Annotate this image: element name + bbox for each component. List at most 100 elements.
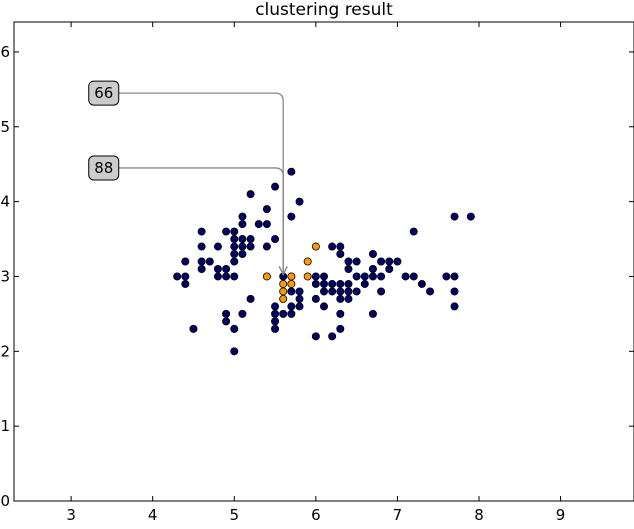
data-point-cluster-a bbox=[197, 264, 206, 273]
data-point-cluster-a bbox=[344, 279, 353, 288]
x-tick-label: 8 bbox=[474, 506, 484, 524]
data-point-cluster-a bbox=[368, 264, 377, 273]
data-point-cluster-a bbox=[222, 272, 231, 281]
data-point-cluster-a bbox=[238, 212, 247, 221]
data-point-cluster-a bbox=[279, 309, 288, 318]
data-point-cluster-a bbox=[377, 287, 386, 296]
data-point-cluster-a bbox=[271, 317, 280, 326]
data-point-cluster-a bbox=[393, 257, 402, 266]
data-point-cluster-a bbox=[319, 272, 328, 281]
data-point-cluster-a bbox=[181, 279, 190, 288]
x-tick-label: 5 bbox=[229, 506, 239, 524]
data-point-cluster-a bbox=[254, 220, 263, 229]
annotation-label: 88 bbox=[94, 159, 113, 177]
data-point-cluster-a bbox=[262, 220, 271, 229]
data-point-cluster-a bbox=[344, 294, 353, 303]
chart-title: clustering result bbox=[255, 0, 393, 20]
data-point-cluster-a bbox=[368, 250, 377, 259]
data-point-cluster-a bbox=[311, 272, 320, 281]
data-point-cluster-a bbox=[262, 205, 271, 214]
data-point-cluster-a bbox=[230, 227, 239, 236]
data-point-cluster-a bbox=[450, 287, 459, 296]
data-point-cluster-a bbox=[311, 332, 320, 341]
data-point-cluster-a bbox=[377, 257, 386, 266]
data-point-cluster-b bbox=[303, 257, 312, 266]
data-point-cluster-a bbox=[450, 272, 459, 281]
data-point-cluster-a bbox=[197, 242, 206, 251]
data-point-cluster-a bbox=[336, 294, 345, 303]
data-point-cluster-a bbox=[352, 272, 361, 281]
y-tick-label: 5 bbox=[0, 118, 10, 136]
data-point-cluster-a bbox=[246, 242, 255, 251]
data-point-cluster-a bbox=[287, 167, 296, 176]
data-point-cluster-a bbox=[295, 197, 304, 206]
y-tick-label: 4 bbox=[0, 193, 10, 211]
x-tick-label: 3 bbox=[66, 506, 76, 524]
data-point-cluster-a bbox=[181, 257, 190, 266]
data-point-cluster-b bbox=[279, 287, 288, 296]
data-point-cluster-a bbox=[230, 272, 239, 281]
data-point-cluster-a bbox=[246, 235, 255, 244]
data-point-cluster-a bbox=[336, 324, 345, 333]
data-point-cluster-a bbox=[311, 279, 320, 288]
data-point-cluster-a bbox=[230, 242, 239, 251]
data-point-cluster-a bbox=[230, 347, 239, 356]
x-tick-label: 9 bbox=[556, 506, 566, 524]
data-point-cluster-a bbox=[173, 272, 182, 281]
data-point-cluster-a bbox=[271, 309, 280, 318]
data-point-cluster-a bbox=[336, 242, 345, 251]
data-point-cluster-a bbox=[287, 212, 296, 221]
data-point-cluster-a bbox=[409, 272, 418, 281]
data-point-cluster-a bbox=[271, 182, 280, 191]
data-point-cluster-a bbox=[417, 279, 426, 288]
data-point-cluster-a bbox=[328, 287, 337, 296]
data-point-cluster-a bbox=[377, 272, 386, 281]
data-point-cluster-a bbox=[246, 294, 255, 303]
data-point-cluster-b bbox=[279, 279, 288, 288]
data-point-cluster-a bbox=[352, 287, 361, 296]
annotation-label: 66 bbox=[94, 84, 113, 102]
data-point-cluster-a bbox=[238, 309, 247, 318]
data-point-cluster-a bbox=[336, 279, 345, 288]
data-point-cluster-a bbox=[271, 324, 280, 333]
x-tick-label: 7 bbox=[393, 506, 403, 524]
data-point-cluster-a bbox=[230, 235, 239, 244]
data-point-cluster-a bbox=[295, 287, 304, 296]
data-point-cluster-a bbox=[181, 272, 190, 281]
data-point-cluster-a bbox=[426, 287, 435, 296]
data-point-cluster-a bbox=[213, 242, 222, 251]
x-tick-label: 6 bbox=[311, 506, 321, 524]
data-point-cluster-a bbox=[344, 287, 353, 296]
data-point-cluster-b bbox=[311, 242, 320, 251]
data-point-cluster-a bbox=[385, 257, 394, 266]
data-point-cluster-a bbox=[222, 264, 231, 273]
annotation-connector bbox=[118, 167, 284, 274]
data-point-cluster-a bbox=[360, 272, 369, 281]
data-point-cluster-a bbox=[222, 309, 231, 318]
data-point-cluster-a bbox=[287, 309, 296, 318]
data-point-cluster-a bbox=[328, 279, 337, 288]
data-point-cluster-a bbox=[319, 279, 328, 288]
data-point-cluster-a bbox=[466, 212, 475, 221]
data-point-cluster-a bbox=[230, 250, 239, 259]
data-point-cluster-a bbox=[238, 250, 247, 259]
y-tick-label: 1 bbox=[0, 417, 10, 435]
annotations: 66 88 bbox=[88, 80, 288, 276]
data-point-cluster-b bbox=[279, 294, 288, 303]
data-point-cluster-a bbox=[238, 220, 247, 229]
data-point-cluster-a bbox=[271, 235, 280, 244]
data-point-cluster-a bbox=[442, 272, 451, 281]
annotation-arrowhead bbox=[278, 266, 288, 276]
y-tick-label: 6 bbox=[0, 43, 10, 61]
data-point-cluster-a bbox=[205, 257, 214, 266]
data-point-cluster-a bbox=[246, 190, 255, 199]
axis-ticks: 3 4 5 6 7 8 9 0 1 2 3 4 5 6 bbox=[0, 22, 634, 524]
y-tick-label: 2 bbox=[0, 342, 10, 360]
data-point-cluster-a bbox=[311, 294, 320, 303]
data-point-cluster-a bbox=[360, 279, 369, 288]
data-point-cluster-a bbox=[409, 227, 418, 236]
data-point-cluster-a bbox=[295, 294, 304, 303]
data-point-cluster-a bbox=[197, 257, 206, 266]
